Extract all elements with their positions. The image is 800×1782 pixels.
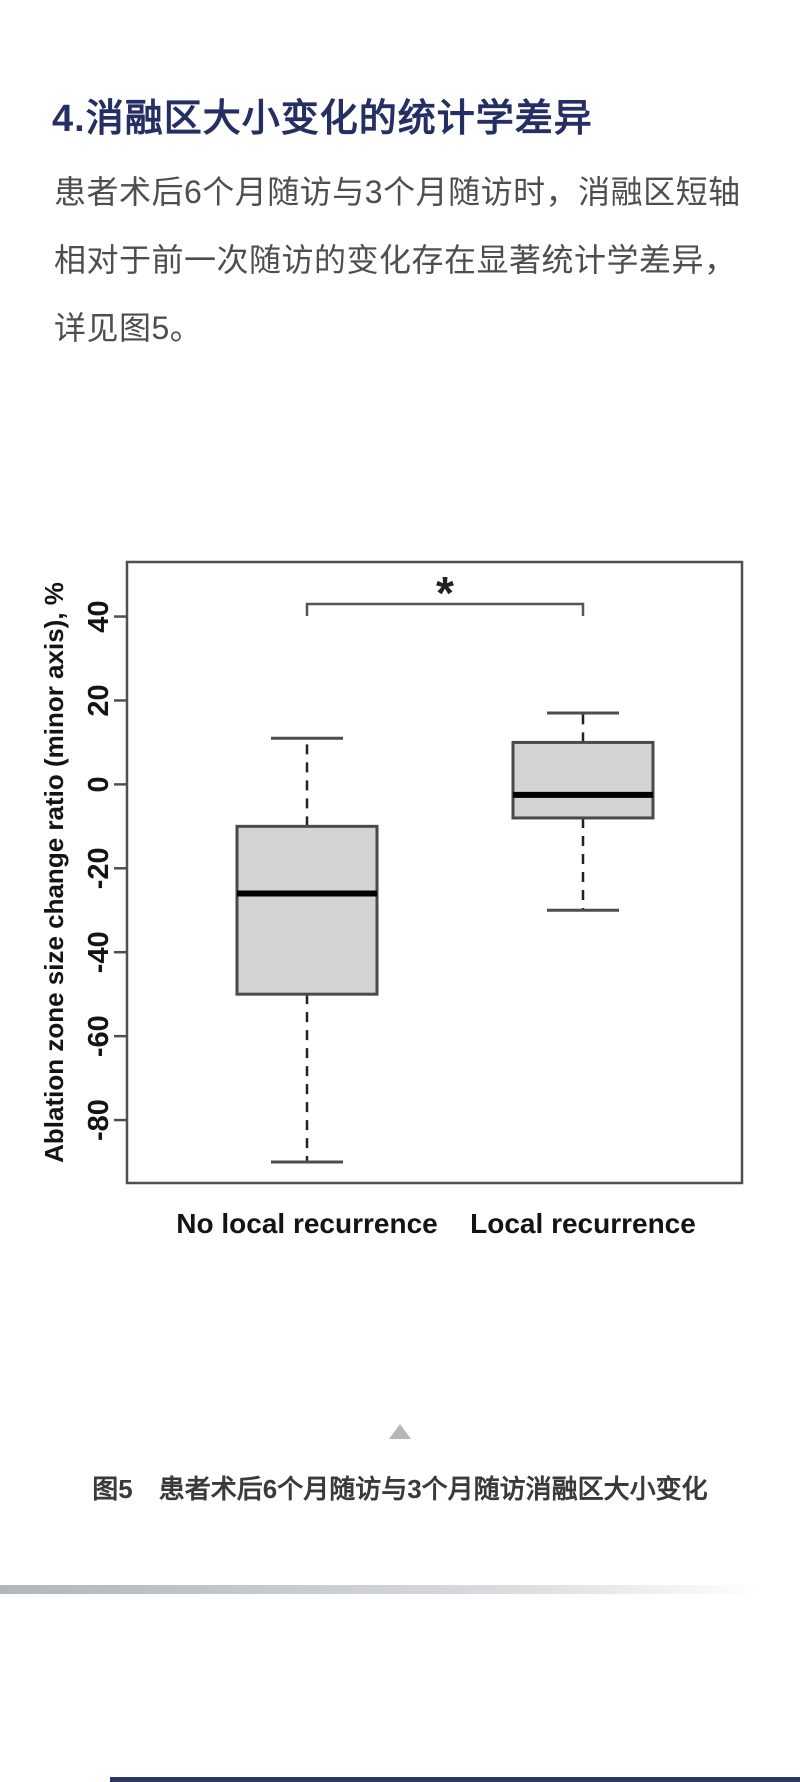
significance-star: * [436,567,454,619]
y-tick-label: 40 [83,600,115,632]
figure-5: 40 20 0 -20 -40 -60 -80 Ablation zone size chan… [0,520,800,1280]
figure-caption-text: 患者术后6个月随访与3个月随访消融区大小变化 [158,1474,708,1504]
boxplot-chart: 40 20 0 -20 -40 -60 -80 Ablation zone size chan… [39,560,744,1239]
paragraph-line: 患者术后6个月随访与3个月随访时，消融区短轴 [54,174,741,210]
y-tick-label: -60 [83,1015,115,1057]
paragraph-line: 详见图5。 [54,310,203,346]
x-category-label: No local recurrence [176,1208,437,1239]
y-tick-label: -80 [83,1099,115,1141]
y-tick-label: -20 [83,847,115,889]
x-category-label: Local recurrence [470,1208,696,1239]
y-tick-label: 0 [83,776,115,792]
iqr-box [235,824,379,996]
up-triangle-icon [389,1424,411,1439]
plot-frame [125,560,744,1185]
gradient-divider [0,1585,792,1594]
figure-caption: 图5 患者术后6个月随访与3个月随访消融区大小变化 [0,1472,800,1506]
y-tick-label: 20 [83,684,115,716]
body-paragraph: 患者术后6个月随访与3个月随访时，消融区短轴 相对于前一次随访的变化存在显著统计… [54,158,760,362]
significance-bracket [305,602,585,616]
figure-caption-label: 图5 [92,1474,133,1504]
y-axis-title: Ablation zone size change ratio (minor a… [39,582,69,1163]
iqr-box [511,740,655,820]
section-heading: 4.消融区大小变化的统计学差异 [52,98,593,140]
bottom-rule [110,1777,800,1782]
y-tick-label: -40 [83,931,115,973]
paragraph-line: 相对于前一次随访的变化存在显著统计学差异， [54,242,737,278]
